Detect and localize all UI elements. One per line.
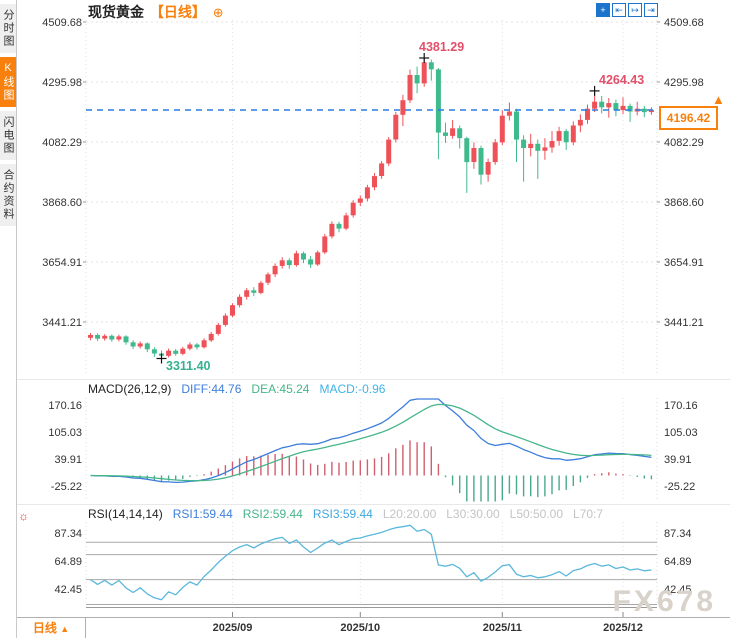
svg-text:4295.98: 4295.98 xyxy=(664,77,704,89)
svg-text:105.03: 105.03 xyxy=(664,427,698,439)
sidebar-tab-contract-info[interactable]: 合约资料 xyxy=(0,164,16,226)
svg-text:64.89: 64.89 xyxy=(54,556,82,568)
add-circle-icon[interactable]: ⊕ xyxy=(212,5,224,20)
price-up-arrow-icon: ▲ xyxy=(712,92,725,107)
period-selector-label: 日线 xyxy=(32,621,57,635)
rsi-params-label: RSI(14,14,14) xyxy=(88,507,163,521)
svg-text:3654.91: 3654.91 xyxy=(42,257,82,269)
svg-text:64.89: 64.89 xyxy=(664,556,692,568)
svg-text:4295.98: 4295.98 xyxy=(42,77,82,89)
svg-text:39.91: 39.91 xyxy=(54,454,82,466)
macd-diff-value: DIFF:44.76 xyxy=(181,382,242,396)
svg-text:4082.29: 4082.29 xyxy=(664,137,704,149)
rsi-l30-label: L30:30.00 xyxy=(446,507,500,521)
svg-text:42.45: 42.45 xyxy=(664,584,692,596)
pan-icon[interactable]: + xyxy=(596,3,610,17)
low-price-annotation: 3311.40 xyxy=(166,359,211,373)
rsi1-value: RSI1:59.44 xyxy=(172,507,233,521)
svg-text:3441.21: 3441.21 xyxy=(664,317,704,329)
svg-text:39.91: 39.91 xyxy=(664,454,692,466)
chart-type-sidebar: 分时图 K线图 闪电图 合约资料 xyxy=(0,0,17,638)
macd-params-label: MACD(26,12,9) xyxy=(88,382,172,396)
rsi-l70-label: L70:7 xyxy=(573,507,604,521)
svg-text:2025/11: 2025/11 xyxy=(483,622,522,634)
macd-indicator-header: MACD(26,12,9) DIFF:44.76 DEA:45.24 MACD:… xyxy=(88,382,385,396)
svg-text:87.34: 87.34 xyxy=(664,528,692,540)
svg-text:4082.29: 4082.29 xyxy=(42,137,82,149)
last-price-badge: 4196.42 xyxy=(659,106,718,130)
chart-toolbar: + ⇤ ↦ ⇥ xyxy=(596,3,658,17)
sidebar-tab-kline-chart[interactable]: K线图 xyxy=(0,57,16,107)
symbol-name: 现货黄金 xyxy=(88,4,144,20)
rsi3-value: RSI3:59.44 xyxy=(312,507,373,521)
svg-text:3868.60: 3868.60 xyxy=(42,197,82,209)
svg-text:3654.91: 3654.91 xyxy=(664,257,704,269)
svg-text:-25.22: -25.22 xyxy=(51,481,82,493)
sidebar-tab-lightning-chart[interactable]: 闪电图 xyxy=(0,111,16,160)
svg-text:2025/12: 2025/12 xyxy=(603,622,643,634)
macd-hist-value: MACD:-0.96 xyxy=(319,382,386,396)
rsi-l50-label: L50:50.00 xyxy=(509,507,564,521)
svg-text:-25.22: -25.22 xyxy=(664,481,695,493)
shift-right-icon[interactable]: ↦ xyxy=(628,3,642,17)
period-up-arrow-icon: ▲ xyxy=(60,624,70,634)
indicator-alert-icon[interactable]: ☼ xyxy=(18,509,29,523)
svg-text:4509.68: 4509.68 xyxy=(42,17,82,29)
recent-high-annotation: 4264.43 xyxy=(599,73,645,87)
svg-text:170.16: 170.16 xyxy=(664,400,698,412)
svg-text:4509.68: 4509.68 xyxy=(664,17,704,29)
shift-left-icon[interactable]: ⇤ xyxy=(612,3,626,17)
chart-title: 现货黄金 【日线】 ⊕ xyxy=(88,2,224,22)
svg-text:3441.21: 3441.21 xyxy=(42,317,82,329)
high-price-annotation: 4381.29 xyxy=(419,40,465,54)
svg-text:170.16: 170.16 xyxy=(48,400,82,412)
period-selector[interactable]: 日线 ▲ xyxy=(17,619,85,638)
svg-text:2025/10: 2025/10 xyxy=(340,622,380,634)
period-tag: 【日线】 xyxy=(149,4,206,20)
macd-dea-value: DEA:45.24 xyxy=(251,382,310,396)
svg-text:3868.60: 3868.60 xyxy=(664,197,704,209)
svg-text:87.34: 87.34 xyxy=(54,528,82,540)
svg-text:105.03: 105.03 xyxy=(48,427,82,439)
rsi-l20-label: L20:20.00 xyxy=(382,507,437,521)
rsi2-value: RSI2:59.44 xyxy=(242,507,303,521)
svg-text:2025/09: 2025/09 xyxy=(213,622,253,634)
go-to-latest-icon[interactable]: ⇥ xyxy=(644,3,658,17)
rsi-indicator-header: RSI(14,14,14) RSI1:59.44 RSI2:59.44 RSI3… xyxy=(88,507,603,521)
sidebar-tab-time-chart[interactable]: 分时图 xyxy=(0,4,16,53)
svg-text:42.45: 42.45 xyxy=(54,584,82,596)
